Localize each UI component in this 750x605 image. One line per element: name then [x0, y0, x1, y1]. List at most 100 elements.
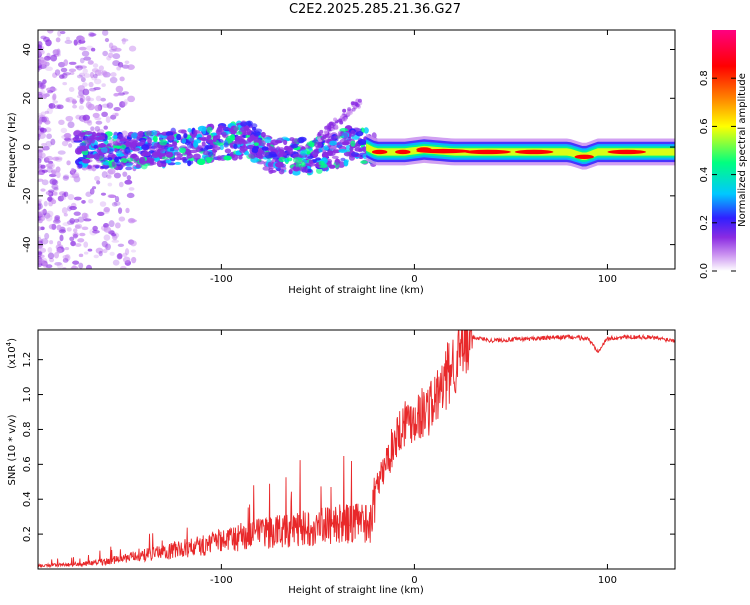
spectrogram-noise-blob: [38, 62, 43, 69]
spectrogram-noise-blob: [79, 97, 84, 105]
spectrogram-noise-blob: [38, 203, 42, 210]
spectrogram-band-blob: [113, 147, 118, 152]
spectrogram-band-blob: [323, 145, 329, 151]
spectrogram-noise-blob: [51, 179, 59, 186]
spectrogram-noise-blob: [52, 219, 61, 224]
spectrogram-band-blob: [165, 131, 174, 137]
spectrogram-noise-blob: [127, 95, 136, 103]
spectrogram-noise-blob: [91, 74, 98, 81]
spectrogram-noise-blob: [102, 248, 108, 254]
spectrogram-frame: [37, 29, 676, 270]
spectrogram-noise-blob: [114, 92, 121, 97]
spectrogram-noise-blob: [92, 229, 100, 234]
spectrogram-streak-blob: [347, 107, 352, 112]
spectrogram-band-blob: [350, 140, 356, 147]
spectrogram-noise-blob: [52, 93, 57, 101]
spectrogram-noise-blob: [47, 196, 53, 202]
spectrogram-noise-blob: [38, 258, 45, 264]
spectrogram-x-tick-label: 100: [598, 274, 617, 285]
spectrogram-band-blob: [172, 141, 178, 147]
spectrogram-noise-blob: [89, 188, 95, 195]
spectrogram-noise-blob: [111, 239, 120, 243]
spectrogram-noise-blob: [83, 251, 89, 255]
spectrogram-noise-blob: [69, 71, 75, 75]
spectrogram-band-blob: [174, 161, 182, 165]
spectrogram-noise-blob: [51, 199, 57, 205]
spectrogram-band-blob: [129, 142, 136, 148]
spectrogram-noise-blob: [47, 247, 53, 253]
spectrogram-noise-blob: [40, 188, 46, 192]
spectrogram-noise-blob: [82, 114, 91, 121]
spectrogram-noise-blob: [82, 88, 90, 96]
spectrogram-band-blob: [267, 146, 277, 154]
snr-x-tick-label: -100: [210, 575, 233, 586]
spectrogram-noise-blob: [88, 81, 94, 88]
spectrogram-band-blob: [115, 161, 122, 167]
spectrogram-streak-blob: [338, 118, 343, 123]
snr-x-tick-label: 0: [411, 575, 417, 586]
spectrogram-band-blob: [275, 146, 281, 153]
spectrogram-band-blob: [193, 139, 202, 144]
spectrogram-streak-blob: [342, 108, 347, 113]
spectrogram-noise-blob: [38, 202, 43, 210]
spectrogram-band-blob: [306, 151, 311, 155]
spectrogram-noise-blob: [76, 94, 85, 99]
spectrogram-band-blob: [202, 127, 207, 135]
spectrogram-noise-blob: [105, 174, 111, 178]
spectrogram-noise-blob: [94, 104, 101, 112]
spectrogram-band-blob: [169, 147, 175, 152]
spectrogram-noise-blob: [58, 119, 65, 126]
spectrogram-noise-blob: [38, 211, 44, 217]
spectrogram-noise-blob: [127, 64, 135, 71]
spectrogram-streak-blob: [320, 136, 325, 141]
snr-y-tick-label: 0.8: [22, 421, 33, 437]
spectrogram-noise-blob: [96, 129, 105, 134]
spectrogram-band-blob: [82, 158, 91, 164]
spectrogram-band-blob: [229, 134, 236, 141]
spectrogram-band-blob: [207, 151, 214, 157]
spectrogram-band-blob: [233, 143, 238, 150]
spectrogram-band-blob: [343, 159, 349, 167]
spectrogram-noise-blob: [40, 164, 46, 169]
spectrogram-band-blob: [126, 157, 134, 162]
spectrogram-noise-blob: [38, 250, 43, 258]
spectrogram-band-blob: [140, 163, 148, 170]
spectrogram-noise-blob: [58, 61, 66, 68]
spectrogram-noise-blob: [70, 167, 75, 174]
spectrogram-band-blob: [87, 151, 94, 155]
spectrogram-band-blob: [223, 155, 232, 161]
spectrogram-noise-blob: [62, 72, 71, 76]
spectrogram-streak-blob: [324, 125, 329, 130]
colorbar-ticks: 0.0 0.2 0.4 0.6 0.8: [699, 70, 736, 279]
spectrogram-band-blob: [250, 123, 258, 129]
snr-y-multiplier-base: (x10: [7, 346, 18, 369]
spectrogram-marks: [38, 30, 675, 269]
spectrogram-noise-blob: [121, 101, 128, 107]
spectrogram-noise-blob: [106, 169, 114, 175]
spectrogram-noise-blob: [101, 83, 106, 88]
spectrogram-band-blob: [138, 156, 146, 164]
spectrogram-noise-blob: [97, 70, 104, 77]
spectrogram-noise-blob: [71, 98, 77, 105]
spectrogram-noise-blob: [116, 66, 121, 71]
spectrogram-band-blob: [144, 143, 152, 147]
snr-y-tick-label: 0.4: [22, 491, 33, 507]
spectrogram-noise-blob: [78, 105, 85, 110]
spectrogram-band-blob: [343, 132, 349, 140]
snr-y-multiplier-close: ): [7, 338, 18, 342]
spectrogram-band-blob: [264, 136, 272, 144]
spectrogram-noise-blob: [61, 207, 68, 214]
spectrogram-streak-blob: [355, 103, 360, 108]
spectrogram-band-blob: [335, 158, 340, 166]
spectrogram-band-blob: [80, 145, 89, 152]
spectrogram-x-tick-label: 0: [411, 274, 417, 285]
spectrogram-noise-blob: [45, 163, 54, 168]
spectrogram-noise-blob: [46, 166, 53, 173]
spectrogram-noise-blob: [83, 241, 89, 248]
spectrogram-noise-blob: [62, 257, 69, 263]
spectrogram-noise-blob: [113, 172, 122, 179]
spectrogram-band-blob: [258, 154, 264, 160]
spectrogram-noise-blob: [47, 30, 54, 34]
spectrogram-band-blob: [297, 137, 305, 144]
spectrogram-noise-blob: [87, 60, 94, 65]
